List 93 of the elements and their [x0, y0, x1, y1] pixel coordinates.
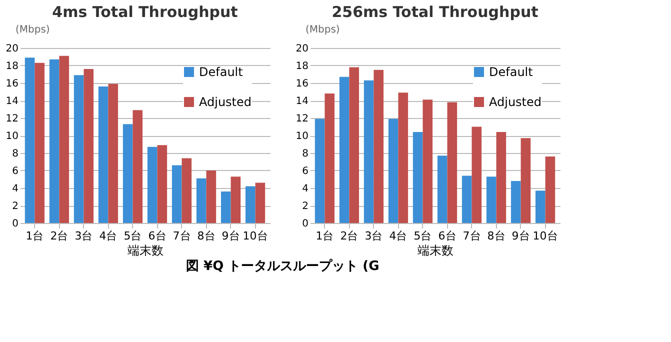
x-tick-label: 7台 — [172, 230, 191, 242]
bar — [220, 192, 231, 223]
x-axis-title: 端末数 — [418, 244, 454, 258]
y-tick-label: 20 — [6, 44, 18, 54]
legend-label: Default — [489, 65, 534, 79]
bar — [147, 146, 158, 223]
bar — [98, 86, 108, 223]
bar — [462, 176, 472, 223]
y-tick-label: 8 — [12, 148, 18, 160]
legend-label: Adjusted — [489, 95, 542, 109]
bar — [486, 176, 496, 223]
x-tick-label: 6台 — [438, 230, 456, 242]
y-tick-label: 10 — [6, 131, 18, 142]
y-tick-label: 18 — [296, 61, 308, 72]
bar — [49, 59, 60, 223]
y-tick-label: 0 — [302, 218, 308, 230]
x-tick-label: 10台 — [532, 230, 558, 242]
bar — [74, 75, 84, 223]
y-tick-label: 12 — [296, 114, 308, 124]
y-tick-label: 14 — [6, 96, 18, 107]
x-tick-label: 6台 — [148, 230, 166, 242]
bar — [324, 94, 335, 223]
bar — [422, 100, 433, 223]
x-tick-label: 4台 — [389, 230, 408, 242]
y-axis-title: (Mbps) — [16, 24, 50, 36]
x-tick-label: 5台 — [414, 230, 432, 242]
bar — [157, 145, 168, 223]
y-tick-label: 10 — [296, 131, 308, 142]
x-tick-label: 3台 — [74, 230, 93, 242]
bar — [535, 190, 546, 223]
bar — [545, 156, 556, 223]
bar — [84, 69, 94, 223]
y-tick-label: 6 — [302, 166, 308, 177]
bar — [510, 181, 521, 223]
y-tick-label: 20 — [296, 44, 308, 54]
bar — [182, 158, 192, 223]
y-axis-title: (Mbps) — [306, 24, 340, 36]
bar — [230, 176, 241, 223]
bar — [122, 124, 133, 223]
x-tick-label: 7台 — [462, 230, 481, 242]
bar — [59, 56, 70, 223]
bar — [245, 186, 256, 223]
x-tick-label: 2台 — [340, 230, 358, 242]
y-tick-label: 12 — [6, 114, 18, 124]
bar — [437, 156, 448, 223]
x-tick-label: 8台 — [197, 230, 216, 242]
chart-title: 4ms Total Throughput — [52, 3, 238, 21]
x-tick-label: 1台 — [316, 230, 334, 242]
bar — [132, 110, 143, 223]
bar — [496, 132, 506, 223]
x-tick-label: 1台 — [26, 230, 44, 242]
bar — [412, 132, 423, 223]
y-tick-label: 4 — [12, 184, 18, 194]
x-tick-label: 3台 — [364, 230, 383, 242]
x-tick-label: 9台 — [222, 230, 240, 242]
y-tick-label: 0 — [12, 218, 18, 230]
bar — [374, 70, 384, 223]
y-tick-label: 18 — [6, 61, 18, 72]
bar — [34, 62, 45, 223]
chart-title: 256ms Total Throughput — [332, 3, 538, 21]
y-tick-label: 8 — [302, 148, 308, 160]
text: 図 ¥Q トータルスループット (G — [186, 258, 380, 274]
x-tick-label: 4台 — [99, 230, 118, 242]
bar — [349, 67, 360, 223]
bar — [196, 178, 206, 223]
y-tick-label: 6 — [12, 166, 18, 177]
x-tick-label: 9台 — [512, 230, 530, 242]
y-tick-label: 4 — [302, 184, 308, 194]
bar — [364, 80, 374, 223]
y-tick-label: 16 — [296, 78, 308, 90]
legend-label: Adjusted — [199, 95, 252, 109]
y-tick-label: 16 — [6, 78, 18, 90]
legend-label: Default — [199, 65, 244, 79]
y-tick-label: 2 — [12, 201, 18, 212]
bar — [206, 170, 216, 223]
bar — [388, 118, 398, 223]
bar — [172, 165, 182, 223]
y-tick-label: 2 — [302, 201, 308, 212]
x-tick-label: 8台 — [487, 230, 506, 242]
bar — [339, 76, 350, 223]
x-tick-label: 10台 — [242, 230, 268, 242]
bar — [472, 126, 482, 223]
bar — [520, 138, 531, 223]
bar — [398, 92, 408, 223]
bar — [255, 182, 266, 223]
x-axis-title: 端末数 — [128, 244, 164, 258]
y-tick-label: 14 — [296, 96, 308, 107]
bar — [108, 84, 118, 223]
x-tick-label: 2台 — [50, 230, 68, 242]
bar — [314, 118, 325, 223]
bar — [24, 58, 35, 223]
bar — [447, 102, 458, 223]
x-tick-label: 5台 — [124, 230, 142, 242]
